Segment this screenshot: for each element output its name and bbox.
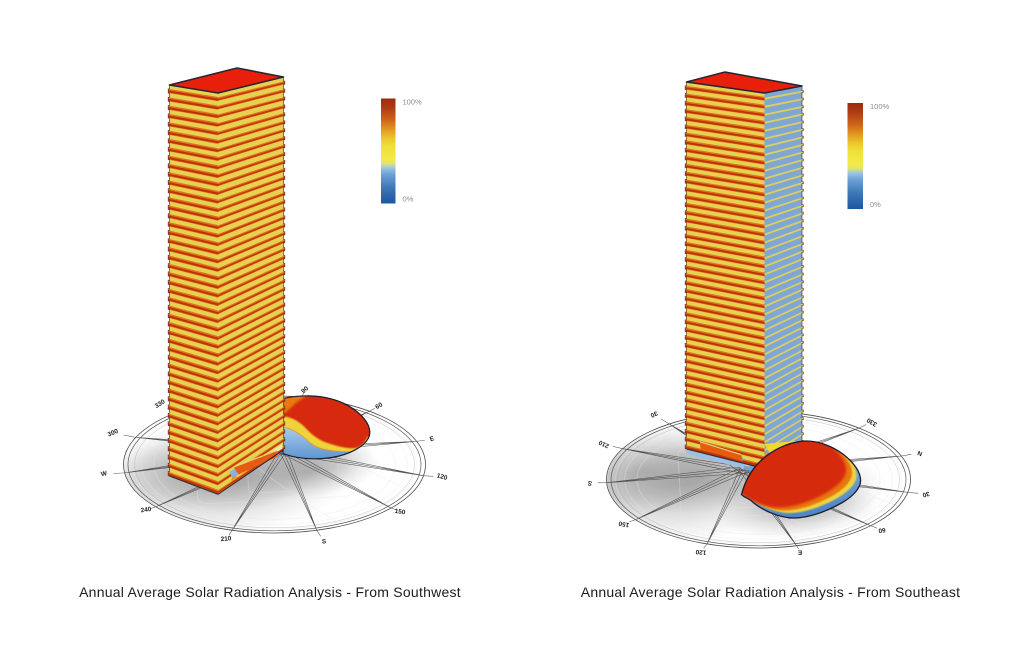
svg-text:150: 150 bbox=[618, 519, 630, 528]
svg-text:210: 210 bbox=[597, 438, 610, 449]
svg-text:300: 300 bbox=[107, 428, 120, 439]
svg-text:30: 30 bbox=[921, 490, 930, 499]
svg-text:0%: 0% bbox=[870, 200, 881, 209]
svg-text:90: 90 bbox=[300, 385, 310, 395]
svg-text:S: S bbox=[322, 539, 327, 546]
svg-text:150: 150 bbox=[394, 508, 406, 516]
svg-text:W: W bbox=[100, 470, 108, 478]
svg-text:S: S bbox=[586, 479, 593, 487]
svg-text:N: N bbox=[916, 449, 923, 457]
svg-text:E: E bbox=[797, 548, 802, 555]
svg-text:0%: 0% bbox=[403, 195, 414, 204]
svg-text:120: 120 bbox=[436, 472, 449, 482]
svg-text:Annual Average Solar Radiation: Annual Average Solar Radiation Analysis … bbox=[79, 584, 461, 600]
svg-text:100%: 100% bbox=[403, 98, 423, 107]
svg-text:210: 210 bbox=[220, 535, 232, 543]
svg-text:100%: 100% bbox=[870, 102, 890, 111]
svg-text:120: 120 bbox=[695, 548, 707, 556]
svg-text:30: 30 bbox=[649, 409, 659, 419]
svg-text:330: 330 bbox=[865, 416, 878, 428]
svg-text:60: 60 bbox=[878, 526, 886, 534]
svg-text:240: 240 bbox=[140, 506, 152, 514]
svg-text:60: 60 bbox=[374, 401, 384, 411]
svg-text:E: E bbox=[429, 435, 436, 443]
svg-text:330: 330 bbox=[154, 398, 167, 410]
svg-text:Annual Average Solar Radiation: Annual Average Solar Radiation Analysis … bbox=[581, 584, 961, 600]
